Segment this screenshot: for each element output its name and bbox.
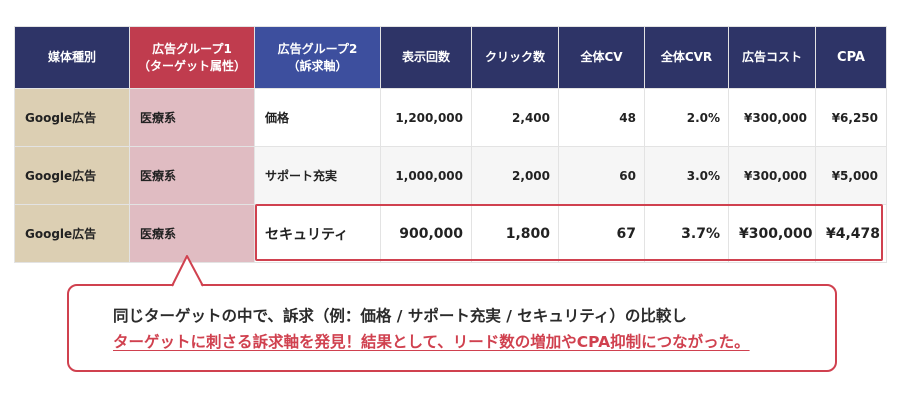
cell-ad-group-1: 医療系 — [129, 204, 255, 263]
header-ad-group-1: 広告グループ1 （ターゲット属性） — [129, 26, 255, 89]
cell-impressions: 900,000 — [380, 204, 472, 263]
cell-conversions: 60 — [558, 146, 645, 205]
cell-cvr: 3.0% — [644, 146, 729, 205]
cell-conversions: 67 — [558, 204, 645, 263]
cell-ad-group-1: 医療系 — [129, 88, 255, 147]
header-cvr: 全体CVR — [644, 26, 729, 89]
ad-performance-table: 媒体種別 広告グループ1 （ターゲット属性） 広告グループ2 （訴求軸） 表示回数 … — [14, 26, 887, 263]
table-row: Google広告 医療系 サポート充実 1,000,000 2,000 60 3… — [14, 146, 887, 205]
cell-cpa: ¥5,000 — [815, 146, 887, 205]
cell-cvr: 2.0% — [644, 88, 729, 147]
cell-clicks: 1,800 — [471, 204, 559, 263]
cell-clicks: 2,400 — [471, 88, 559, 147]
cell-ad-group-2: サポート充実 — [254, 146, 381, 205]
cell-ad-cost: ¥300,000 — [728, 204, 816, 263]
cell-cpa: ¥6,250 — [815, 88, 887, 147]
table-row-highlighted: Google広告 医療系 セキュリティ 900,000 1,800 67 3.7… — [14, 204, 887, 263]
cell-ad-group-2: 価格 — [254, 88, 381, 147]
callout-text-line-1: 同じターゲットの中で、訴求（例：価格 / サポート充実 / セキュリティ）の比較… — [113, 307, 687, 325]
header-cpa: CPA — [815, 26, 887, 89]
callout-text-line-2: ターゲットに刺さる訴求軸を発見！結果として、リード数の増加やCPA抑制につながっ… — [113, 333, 750, 351]
cell-ad-cost: ¥300,000 — [728, 146, 816, 205]
cell-clicks: 2,000 — [471, 146, 559, 205]
header-clicks: クリック数 — [471, 26, 559, 89]
header-ad-group-2: 広告グループ2 （訴求軸） — [254, 26, 381, 89]
header-impressions: 表示回数 — [380, 26, 472, 89]
table-row: Google広告 医療系 価格 1,200,000 2,400 48 2.0% … — [14, 88, 887, 147]
cell-media: Google広告 — [14, 88, 130, 147]
header-row: 媒体種別 広告グループ1 （ターゲット属性） 広告グループ2 （訴求軸） 表示回数 … — [14, 26, 887, 89]
cell-cpa: ¥4,478 — [815, 204, 887, 263]
header-ad-cost: 広告コスト — [728, 26, 816, 89]
callout-pointer-arrow — [171, 255, 204, 289]
cell-media: Google広告 — [14, 146, 130, 205]
callout-box: 同じターゲットの中で、訴求（例：価格 / サポート充実 / セキュリティ）の比較… — [67, 284, 837, 372]
cell-ad-cost: ¥300,000 — [728, 88, 816, 147]
header-media-type: 媒体種別 — [14, 26, 130, 89]
cell-impressions: 1,000,000 — [380, 146, 472, 205]
cell-ad-group-1: 医療系 — [129, 146, 255, 205]
cell-conversions: 48 — [558, 88, 645, 147]
cell-cvr: 3.7% — [644, 204, 729, 263]
cell-ad-group-2: セキュリティ — [254, 204, 381, 263]
header-conversions: 全体CV — [558, 26, 645, 89]
cell-impressions: 1,200,000 — [380, 88, 472, 147]
cell-media: Google広告 — [14, 204, 130, 263]
